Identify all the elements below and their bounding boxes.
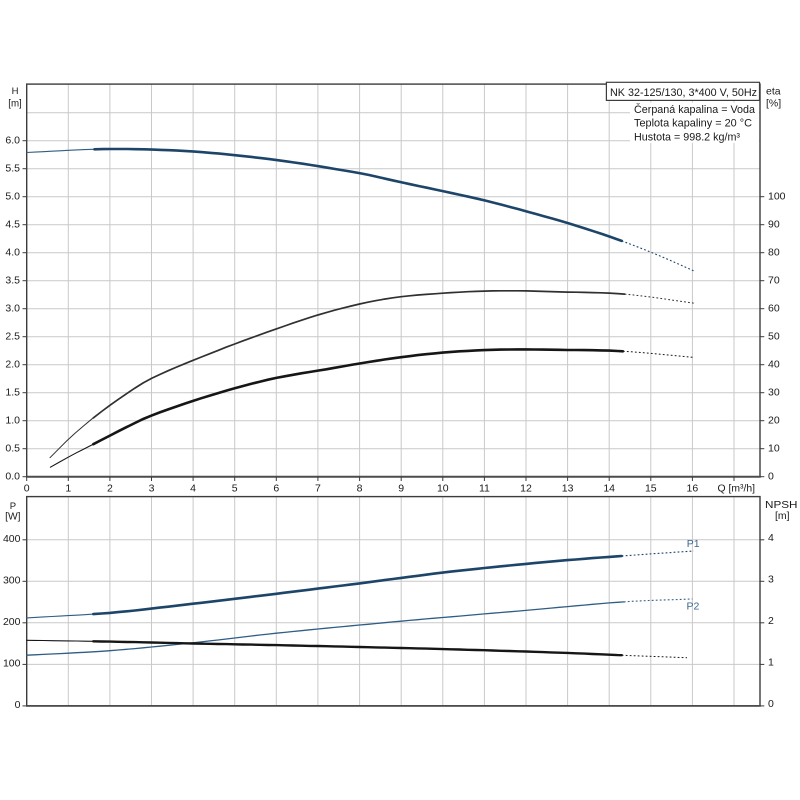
svg-text:10: 10 xyxy=(437,482,449,494)
svg-text:[m]: [m] xyxy=(8,99,22,110)
svg-text:60: 60 xyxy=(768,303,780,315)
svg-text:90: 90 xyxy=(768,219,780,231)
svg-text:2: 2 xyxy=(768,615,774,627)
svg-text:30: 30 xyxy=(768,387,780,399)
svg-text:[%]: [%] xyxy=(766,97,781,109)
svg-text:3: 3 xyxy=(149,482,155,494)
svg-text:12: 12 xyxy=(520,482,532,494)
svg-text:0: 0 xyxy=(15,699,21,711)
svg-text:5: 5 xyxy=(232,482,238,494)
svg-text:2: 2 xyxy=(107,482,113,494)
svg-text:400: 400 xyxy=(3,533,21,545)
svg-text:6: 6 xyxy=(273,482,279,494)
svg-text:Teplota kapaliny = 20 °C: Teplota kapaliny = 20 °C xyxy=(634,118,752,130)
svg-text:4.0: 4.0 xyxy=(5,247,20,259)
svg-text:0.0: 0.0 xyxy=(5,471,20,483)
svg-text:H: H xyxy=(12,86,19,97)
svg-text:200: 200 xyxy=(3,616,21,628)
svg-text:3.0: 3.0 xyxy=(5,303,20,315)
svg-text:6.0: 6.0 xyxy=(5,135,20,147)
svg-text:8: 8 xyxy=(357,482,363,494)
svg-text:4: 4 xyxy=(768,532,774,544)
svg-text:[m]: [m] xyxy=(775,511,790,522)
svg-text:10: 10 xyxy=(768,443,780,455)
svg-text:80: 80 xyxy=(768,247,780,259)
svg-text:3.5: 3.5 xyxy=(5,275,20,287)
svg-text:2.0: 2.0 xyxy=(5,359,20,371)
svg-text:100: 100 xyxy=(3,657,21,669)
svg-text:9: 9 xyxy=(398,482,404,494)
svg-text:P1: P1 xyxy=(687,538,700,550)
svg-text:100: 100 xyxy=(768,191,786,203)
svg-text:20: 20 xyxy=(768,415,780,427)
svg-text:70: 70 xyxy=(768,275,780,287)
svg-text:1: 1 xyxy=(65,482,71,494)
svg-text:Q [m³/h]: Q [m³/h] xyxy=(718,482,756,494)
svg-text:P2: P2 xyxy=(687,601,700,613)
svg-text:0: 0 xyxy=(24,482,30,494)
svg-text:1.0: 1.0 xyxy=(5,415,20,427)
svg-text:14: 14 xyxy=(603,482,615,494)
svg-text:4.5: 4.5 xyxy=(5,219,20,231)
svg-text:15: 15 xyxy=(645,482,657,494)
svg-text:0: 0 xyxy=(768,471,774,483)
svg-text:5.5: 5.5 xyxy=(5,163,20,175)
svg-text:3: 3 xyxy=(768,573,774,585)
svg-text:0: 0 xyxy=(768,698,774,710)
svg-text:1: 1 xyxy=(768,657,774,669)
svg-text:[W]: [W] xyxy=(5,512,21,523)
svg-text:13: 13 xyxy=(562,482,574,494)
svg-text:2.5: 2.5 xyxy=(5,331,20,343)
svg-text:Čerpaná kapalina = Voda: Čerpaná kapalina = Voda xyxy=(634,103,756,116)
svg-text:0.5: 0.5 xyxy=(5,443,20,455)
svg-text:300: 300 xyxy=(3,574,21,586)
svg-text:7: 7 xyxy=(315,482,321,494)
svg-text:P: P xyxy=(10,501,16,512)
svg-text:4: 4 xyxy=(190,482,196,494)
svg-text:50: 50 xyxy=(768,331,780,343)
svg-text:eta: eta xyxy=(766,86,781,98)
svg-text:16: 16 xyxy=(687,482,699,494)
svg-text:5.0: 5.0 xyxy=(5,191,20,203)
svg-text:1.5: 1.5 xyxy=(5,387,20,399)
svg-text:Hustota = 998.2 kg/m³: Hustota = 998.2 kg/m³ xyxy=(634,131,740,143)
svg-text:11: 11 xyxy=(479,482,490,494)
svg-text:NK 32-125/130, 3*400 V, 50Hz: NK 32-125/130, 3*400 V, 50Hz xyxy=(610,87,757,99)
svg-text:NPSH: NPSH xyxy=(765,499,798,511)
svg-text:40: 40 xyxy=(768,359,780,371)
